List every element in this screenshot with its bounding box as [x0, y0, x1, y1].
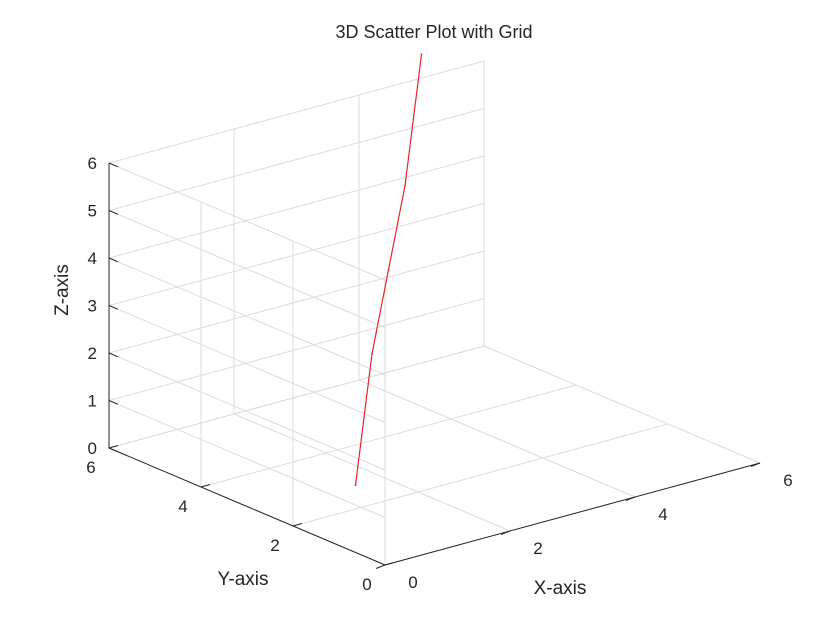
y-tick-label: 4: [178, 497, 187, 516]
grid-line-sidewall-z: [108, 352, 386, 471]
grid-line-backwall-z: [108, 345, 485, 449]
z-axis-label: Z-axis: [52, 264, 73, 316]
y-tick-mark: [200, 484, 211, 488]
data-point: [420, 53, 423, 56]
data-point: [387, 268, 390, 271]
z-tick-label: 4: [88, 249, 97, 268]
z-tick-mark: [108, 400, 119, 405]
y-tick-mark: [384, 562, 395, 566]
grid-line-backwall-z: [108, 155, 485, 259]
y-axis-label: Y-axis: [217, 569, 268, 590]
x-tick-mark: [375, 564, 386, 569]
grid-line-floor-y: [200, 384, 577, 488]
grid-line-sidewall-z: [108, 400, 386, 518]
grid-line-floor-x: [358, 379, 636, 498]
z-tick-mark: [108, 257, 119, 263]
x-tick-mark: [750, 462, 761, 467]
data-point: [404, 184, 406, 187]
x-tick-mark: [625, 496, 636, 501]
z-tick-label: 5: [88, 202, 97, 221]
x-axis-line: [384, 462, 761, 566]
grid-line-sidewall-z: [108, 162, 386, 281]
grid-line-sidewall-z: [108, 305, 386, 423]
data-point: [354, 484, 357, 487]
grid-line-floor-x: [483, 345, 761, 464]
grid-line-backwall-z: [108, 108, 485, 211]
y-tick-label: 2: [270, 536, 279, 555]
y-tick-mark: [292, 523, 303, 527]
y-tick-label: 6: [86, 458, 95, 477]
z-tick-mark: [108, 305, 119, 310]
grid-line-backwall-z: [108, 60, 485, 164]
z-tick-label: 3: [88, 297, 97, 316]
z-tick-mark: [108, 352, 119, 358]
grid-line-floor-y: [292, 423, 669, 527]
x-tick-label: 2: [533, 539, 542, 558]
grid-line-floor-x: [233, 413, 511, 532]
z-tick-mark: [108, 210, 119, 215]
z-tick-label: 2: [88, 344, 97, 363]
y-tick-label: 0: [362, 575, 371, 594]
grid-line-backwall-z: [108, 203, 485, 306]
data-layer: [354, 53, 423, 487]
grid-line-sidewall-z: [108, 210, 386, 328]
y-tick-mark: [108, 445, 119, 449]
z-tick-label: 6: [88, 154, 97, 173]
x-tick-mark: [500, 530, 511, 535]
z-tick-label: 0: [88, 439, 97, 458]
chart-title: 3D Scatter Plot with Grid: [335, 22, 532, 42]
x-tick-label: 4: [658, 505, 667, 524]
x-tick-label: 6: [783, 471, 792, 490]
z-tick-mark: [108, 447, 119, 453]
x-axis-label: X-axis: [534, 578, 587, 599]
y-axis-line: [108, 447, 386, 566]
z-tick-mark: [108, 162, 119, 168]
grid-line-backwall-z: [108, 250, 485, 354]
x-tick-label: 0: [408, 573, 417, 592]
grid-line-sidewall-z: [108, 257, 386, 376]
data-point: [371, 352, 373, 355]
z-tick-label: 1: [88, 392, 97, 411]
grid-line-backwall-z: [108, 298, 485, 401]
